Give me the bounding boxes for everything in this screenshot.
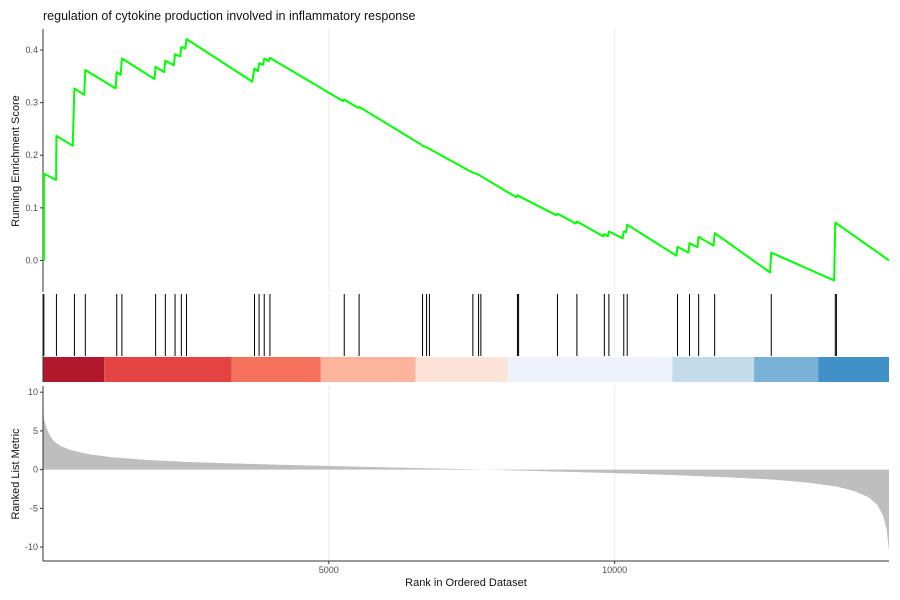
rank-color-segment bbox=[231, 357, 321, 382]
y-tick-label: 5 bbox=[33, 426, 38, 436]
rank-color-segment bbox=[672, 357, 755, 382]
y-tick-label: 0.1 bbox=[25, 203, 38, 213]
rank-color-segment bbox=[507, 357, 673, 382]
y-tick-label: 0.3 bbox=[25, 98, 38, 108]
y-tick-label: -10 bbox=[25, 542, 38, 552]
rank-color-segment bbox=[415, 357, 508, 382]
x-tick-label: 10000 bbox=[602, 565, 627, 575]
y-tick-label: 0.2 bbox=[25, 150, 38, 160]
x-axis-title: Rank in Ordered Dataset bbox=[405, 577, 527, 589]
y-tick-label: 0 bbox=[33, 465, 38, 475]
ranked-metric-panel: -10 -5 0 5 10 5000 10000 bbox=[25, 386, 889, 575]
hit-lines-panel bbox=[42, 294, 889, 382]
chart-title: regulation of cytokine production involv… bbox=[43, 9, 416, 23]
rank-color-segment bbox=[754, 357, 819, 382]
x-tick-label: 5000 bbox=[319, 565, 339, 575]
running-score-panel: 0.0 0.1 0.2 0.3 0.4 bbox=[25, 29, 890, 292]
y-tick-label: 0.4 bbox=[25, 45, 38, 55]
ranked-metric-area bbox=[43, 406, 889, 551]
rank-color-segment bbox=[104, 357, 232, 382]
rank-color-segment bbox=[818, 357, 889, 382]
y-tick-label: 0.0 bbox=[25, 255, 38, 265]
running-score-line bbox=[42, 38, 890, 282]
y-tick-label: 10 bbox=[28, 387, 38, 397]
y-tick-label: -5 bbox=[30, 503, 38, 513]
y-axis-title-ranked-metric: Ranked List Metric bbox=[10, 428, 22, 520]
y-axis-title-running-score: Running Enrichment Score bbox=[10, 95, 22, 226]
rank-color-segment bbox=[43, 357, 105, 382]
rank-color-segment bbox=[320, 357, 416, 382]
